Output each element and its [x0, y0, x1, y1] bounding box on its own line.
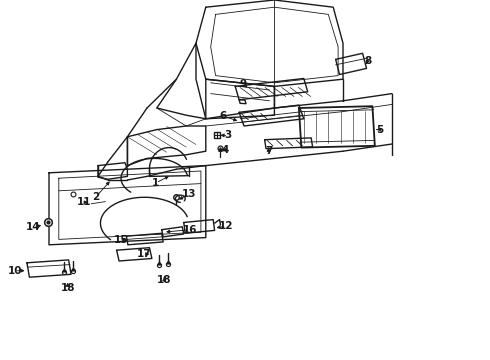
Text: 5: 5	[376, 125, 383, 135]
Polygon shape	[162, 227, 184, 237]
Polygon shape	[239, 105, 304, 126]
Text: 9: 9	[240, 79, 246, 89]
Text: 12: 12	[219, 221, 234, 231]
Text: 4: 4	[221, 145, 229, 155]
Polygon shape	[336, 53, 367, 75]
Text: 2: 2	[92, 192, 99, 202]
Text: 11: 11	[77, 197, 92, 207]
Polygon shape	[235, 78, 308, 100]
Text: 8: 8	[364, 56, 371, 66]
Text: 17: 17	[137, 249, 152, 259]
Polygon shape	[126, 233, 163, 245]
Polygon shape	[117, 248, 152, 261]
Polygon shape	[265, 138, 313, 149]
Text: 7: 7	[265, 146, 272, 156]
Text: 1: 1	[152, 178, 159, 188]
Polygon shape	[27, 260, 71, 277]
Text: 14: 14	[26, 222, 41, 232]
Text: 10: 10	[7, 266, 22, 276]
Text: 13: 13	[181, 189, 196, 199]
Text: 18: 18	[157, 275, 172, 285]
Polygon shape	[299, 106, 375, 148]
Polygon shape	[184, 220, 215, 233]
Text: 6: 6	[220, 111, 226, 121]
Text: 18: 18	[60, 283, 75, 293]
Text: 15: 15	[114, 235, 129, 245]
Text: 3: 3	[225, 130, 232, 140]
Text: 16: 16	[183, 225, 197, 235]
